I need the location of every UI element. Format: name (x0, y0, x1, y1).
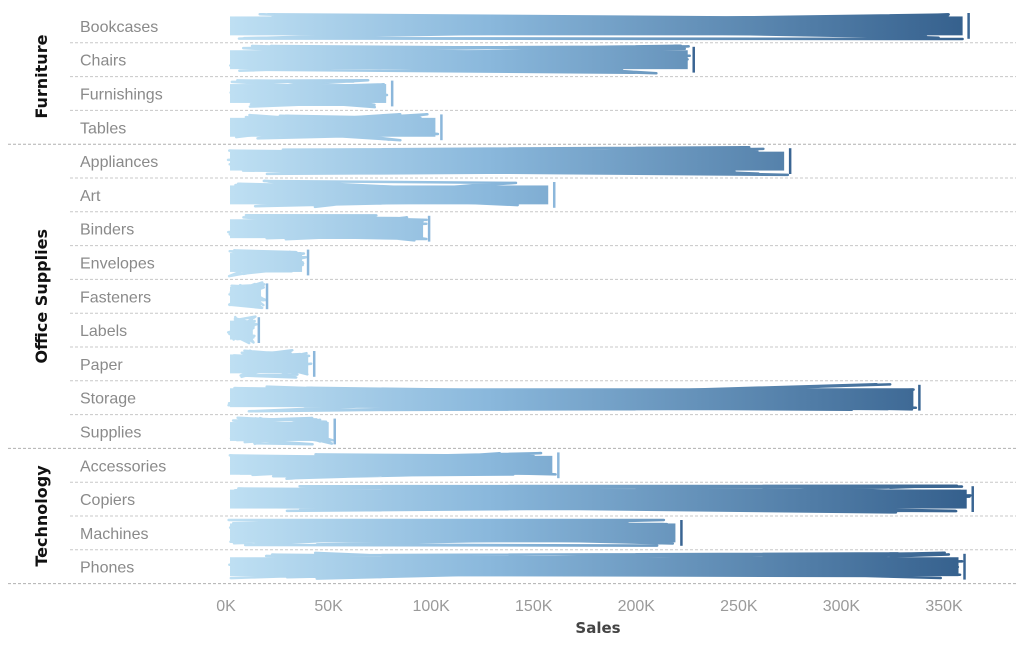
category-label: Appliances (80, 154, 158, 171)
category-label: Fasteners (80, 289, 151, 306)
category-label: Paper (80, 357, 123, 374)
bar (230, 12, 970, 41)
bar (226, 146, 792, 177)
category-label: Supplies (80, 425, 141, 442)
group-label: Office Supplies (32, 229, 51, 364)
category-label: Bookcases (80, 19, 158, 36)
bar-scribble (230, 348, 313, 379)
x-tick-label: 0K (216, 598, 236, 615)
bar-scribble (228, 451, 557, 481)
bar-scribble (229, 416, 334, 446)
bar (228, 44, 695, 75)
category-labels: Bookcases Chairs Furnishings Tables Applianc… (80, 19, 166, 577)
bar-scribble (226, 146, 790, 177)
grid-lines (8, 42, 1016, 585)
bar-scribble (228, 44, 692, 75)
bar-scribble (226, 315, 258, 345)
bar (227, 518, 683, 547)
bar-scribble (231, 12, 964, 41)
x-axis-ticks: 0K 50K 100K 150K 200K 250K 300K 350K (216, 598, 963, 615)
category-label: Phones (80, 560, 134, 577)
bar (227, 382, 921, 413)
category-label: Machines (80, 526, 148, 543)
category-label: Copiers (80, 492, 135, 509)
bar-scribble (229, 78, 389, 109)
x-tick-label: 300K (823, 598, 861, 615)
category-label: Accessories (80, 458, 166, 475)
x-tick-label: 350K (925, 598, 963, 615)
group-labels: Furniture Office Supplies Technology (32, 34, 51, 566)
category-label: Labels (80, 323, 127, 340)
bar (230, 112, 443, 142)
bar (230, 484, 974, 514)
bar-scribble (231, 179, 542, 209)
bar (230, 348, 316, 379)
bar-scribble (227, 281, 267, 310)
category-label: Binders (80, 222, 134, 239)
category-label: Envelopes (80, 256, 155, 273)
x-tick-label: 250K (720, 598, 758, 615)
x-axis-title: Sales (575, 619, 620, 637)
bars (226, 12, 974, 580)
x-tick-label: 100K (412, 598, 450, 615)
group-label: Technology (32, 465, 51, 567)
bar-scribble (227, 382, 918, 413)
category-label: Storage (80, 391, 136, 408)
bar-scribble (227, 518, 675, 547)
group-label: Furniture (32, 34, 51, 118)
bar (227, 249, 310, 278)
x-tick-label: 50K (314, 598, 343, 615)
category-label: Art (80, 188, 101, 205)
bar (229, 78, 394, 109)
bar-scribble (234, 112, 440, 142)
bar-scribble (233, 484, 972, 514)
x-tick-label: 200K (618, 598, 656, 615)
bar (229, 416, 336, 446)
bar-scribble (226, 213, 428, 242)
category-label: Furnishings (80, 87, 163, 104)
x-tick-label: 150K (515, 598, 553, 615)
bar (228, 451, 560, 481)
bar (226, 213, 431, 242)
category-label: Tables (80, 120, 126, 137)
bar (228, 551, 966, 580)
bar-scribble (228, 551, 964, 580)
bar (227, 281, 269, 310)
bar-scribble (227, 249, 308, 278)
bar (230, 179, 556, 209)
category-label: Chairs (80, 53, 126, 70)
bar (226, 315, 261, 345)
